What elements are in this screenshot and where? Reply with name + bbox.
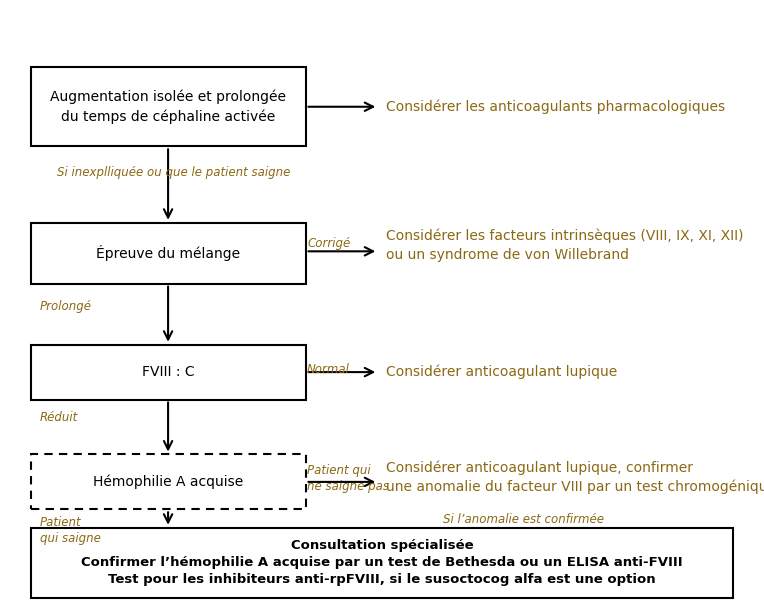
Text: Épreuve du mélange: Épreuve du mélange bbox=[96, 245, 240, 261]
Text: Augmentation isolée et prolongée
du temps de céphaline activée: Augmentation isolée et prolongée du temp… bbox=[50, 90, 286, 124]
Text: Considérer anticoagulant lupique, confirmer
une anomalie du facteur VIII par un : Considérer anticoagulant lupique, confir… bbox=[386, 460, 764, 494]
Text: Prolongé: Prolongé bbox=[40, 300, 92, 313]
FancyBboxPatch shape bbox=[31, 345, 306, 400]
FancyBboxPatch shape bbox=[31, 223, 306, 284]
FancyBboxPatch shape bbox=[31, 454, 306, 509]
Text: Considérer anticoagulant lupique: Considérer anticoagulant lupique bbox=[386, 365, 617, 379]
Text: Consultation spécialisée
Confirmer l’hémophilie A acquise par un test de Bethesd: Consultation spécialisée Confirmer l’hém… bbox=[81, 539, 683, 586]
Text: Réduit: Réduit bbox=[40, 411, 78, 425]
Text: Considérer les anticoagulants pharmacologiques: Considérer les anticoagulants pharmacolo… bbox=[386, 99, 725, 114]
Text: Considérer les facteurs intrinsèques (VIII, IX, XI, XII)
ou un syndrome de von W: Considérer les facteurs intrinsèques (VI… bbox=[386, 229, 743, 262]
Text: FVIII : C: FVIII : C bbox=[142, 365, 194, 379]
Text: Patient qui
ne saigne pas: Patient qui ne saigne pas bbox=[307, 464, 389, 493]
Text: Corrigé: Corrigé bbox=[307, 237, 351, 251]
Text: Hémophilie A acquise: Hémophilie A acquise bbox=[93, 475, 243, 489]
Text: Si l’anomalie est confirmée: Si l’anomalie est confirmée bbox=[443, 513, 604, 526]
Text: Si inexplliquée ou que le patient saigne: Si inexplliquée ou que le patient saigne bbox=[57, 165, 290, 179]
Text: Normal: Normal bbox=[307, 362, 350, 376]
FancyBboxPatch shape bbox=[31, 528, 733, 598]
Text: Patient
qui saigne: Patient qui saigne bbox=[40, 516, 101, 545]
FancyBboxPatch shape bbox=[31, 67, 306, 146]
